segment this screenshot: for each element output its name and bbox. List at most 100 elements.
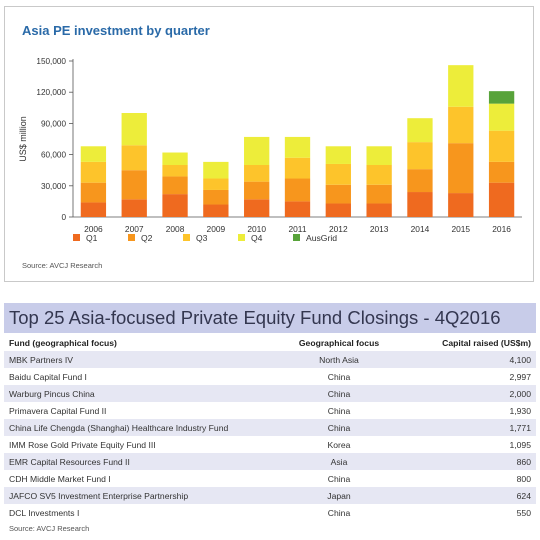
bar-q4-2009 xyxy=(203,161,229,179)
header-fund: Fund (geographical focus) xyxy=(4,334,264,351)
cell-geo: China xyxy=(264,368,414,385)
cell-fund: Baidu Capital Fund I xyxy=(4,368,264,385)
legend-swatch-q2 xyxy=(128,234,135,241)
cell-capital: 4,100 xyxy=(414,351,536,368)
bar-q3-2006 xyxy=(80,161,107,183)
table-row: EMR Capital Resources Fund II Asia 860 xyxy=(4,453,536,470)
bar-ausgrid-2016 xyxy=(488,91,515,104)
bar-q2-2008 xyxy=(162,176,188,195)
bar-q1-2013 xyxy=(366,203,392,217)
bar-q1-2008 xyxy=(162,194,188,217)
cell-capital: 550 xyxy=(414,504,536,521)
bar-q2-2016 xyxy=(488,161,515,183)
y-tick-label: 120,000 xyxy=(36,88,66,97)
bar-q3-2009 xyxy=(203,178,229,190)
bar-q4-2013 xyxy=(366,146,392,165)
cell-fund: MBK Partners IV xyxy=(4,351,264,368)
bar-q3-2014 xyxy=(407,142,433,170)
bar-q4-2006 xyxy=(80,146,107,162)
bar-q1-2012 xyxy=(325,203,351,217)
cell-geo: North Asia xyxy=(264,351,414,368)
bar-q1-2006 xyxy=(80,202,107,217)
chart-title: Asia PE investment by quarter xyxy=(22,23,210,38)
cell-fund: EMR Capital Resources Fund II xyxy=(4,453,264,470)
cell-geo: China xyxy=(264,504,414,521)
x-tick-label: 2010 xyxy=(247,224,266,234)
bar-q1-2007 xyxy=(121,199,147,217)
x-tick-label: 2008 xyxy=(166,224,185,234)
table-row: CDH Middle Market Fund I China 800 xyxy=(4,470,536,487)
bar-q2-2009 xyxy=(203,189,229,205)
bar-q3-2012 xyxy=(325,163,351,185)
bar-q3-2016 xyxy=(488,130,515,162)
bar-q1-2011 xyxy=(284,201,311,217)
bar-q2-2013 xyxy=(366,184,392,204)
legend-swatch-q1 xyxy=(73,234,80,241)
bar-q3-2008 xyxy=(162,165,188,177)
bar-q4-2010 xyxy=(244,136,270,165)
table-header-row: Fund (geographical focus) Geographical f… xyxy=(4,334,536,351)
bar-q4-2014 xyxy=(407,118,433,143)
bar-q2-2007 xyxy=(121,170,147,200)
bar-q3-2010 xyxy=(244,165,270,182)
legend-swatch-ausgrid xyxy=(293,234,300,241)
bar-q2-2010 xyxy=(244,181,270,200)
y-axis-label: US$ million xyxy=(18,116,28,162)
table-title: Top 25 Asia-focused Private Equity Fund … xyxy=(4,303,536,333)
table-row: Warburg Pincus China China 2,000 xyxy=(4,385,536,402)
cell-geo: China xyxy=(264,402,414,419)
bar-q2-2015 xyxy=(448,143,474,194)
table-row: Primavera Capital Fund II China 1,930 xyxy=(4,402,536,419)
bar-q2-2014 xyxy=(407,169,433,193)
legend-label-q2: Q2 xyxy=(141,233,153,243)
cell-geo: China xyxy=(264,470,414,487)
x-tick-label: 2009 xyxy=(207,224,226,234)
x-tick-label: 2016 xyxy=(492,224,511,234)
cell-capital: 1,771 xyxy=(414,419,536,436)
legend-label-q4: Q4 xyxy=(251,233,263,243)
bar-q4-2008 xyxy=(162,152,188,165)
table-row: JAFCO SV5 Investment Enterprise Partners… xyxy=(4,487,536,504)
cell-geo: China xyxy=(264,385,414,402)
cell-fund: Primavera Capital Fund II xyxy=(4,402,264,419)
cell-capital: 2,997 xyxy=(414,368,536,385)
cell-capital: 800 xyxy=(414,470,536,487)
table-row: MBK Partners IV North Asia 4,100 xyxy=(4,351,536,368)
legend-swatch-q4 xyxy=(238,234,245,241)
y-tick-label: 0 xyxy=(61,213,66,222)
cell-fund: IMM Rose Gold Private Equity Fund III xyxy=(4,436,264,453)
table-row: China Life Chengda (Shanghai) Healthcare… xyxy=(4,419,536,436)
bar-q4-2012 xyxy=(325,146,351,164)
legend-label-q1: Q1 xyxy=(86,233,98,243)
legend-label-q3: Q3 xyxy=(196,233,208,243)
y-tick-label: 30,000 xyxy=(41,182,66,191)
x-tick-label: 2007 xyxy=(125,224,144,234)
legend-label-ausgrid: AusGrid xyxy=(306,233,337,243)
bar-q4-2016 xyxy=(488,103,515,131)
cell-geo: China xyxy=(264,419,414,436)
y-tick-label: 150,000 xyxy=(36,57,66,66)
x-tick-label: 2012 xyxy=(329,224,348,234)
table-row: IMM Rose Gold Private Equity Fund III Kor… xyxy=(4,436,536,453)
bar-q4-2015 xyxy=(448,65,474,107)
bar-q2-2006 xyxy=(80,182,107,203)
bar-q1-2016 xyxy=(488,182,515,217)
bar-q1-2015 xyxy=(448,193,474,217)
bar-q4-2007 xyxy=(121,113,147,146)
bar-q3-2015 xyxy=(448,106,474,144)
x-tick-label: 2011 xyxy=(288,224,306,234)
bar-q4-2011 xyxy=(284,136,311,158)
cell-capital: 2,000 xyxy=(414,385,536,402)
bar-q2-2012 xyxy=(325,184,351,204)
y-tick-label: 90,000 xyxy=(41,119,66,128)
cell-capital: 1,095 xyxy=(414,436,536,453)
fund-closings-table: Fund (geographical focus) Geographical f… xyxy=(4,334,536,521)
table-source: Source: AVCJ Research xyxy=(9,524,90,533)
cell-geo: Asia xyxy=(264,453,414,470)
cell-fund: CDH Middle Market Fund I xyxy=(4,470,264,487)
x-tick-label: 2006 xyxy=(84,224,103,234)
bar-q1-2010 xyxy=(244,199,270,217)
cell-geo: Japan xyxy=(264,487,414,504)
cell-fund: JAFCO SV5 Investment Enterprise Partners… xyxy=(4,487,264,504)
cell-fund: DCL Investments I xyxy=(4,504,264,521)
